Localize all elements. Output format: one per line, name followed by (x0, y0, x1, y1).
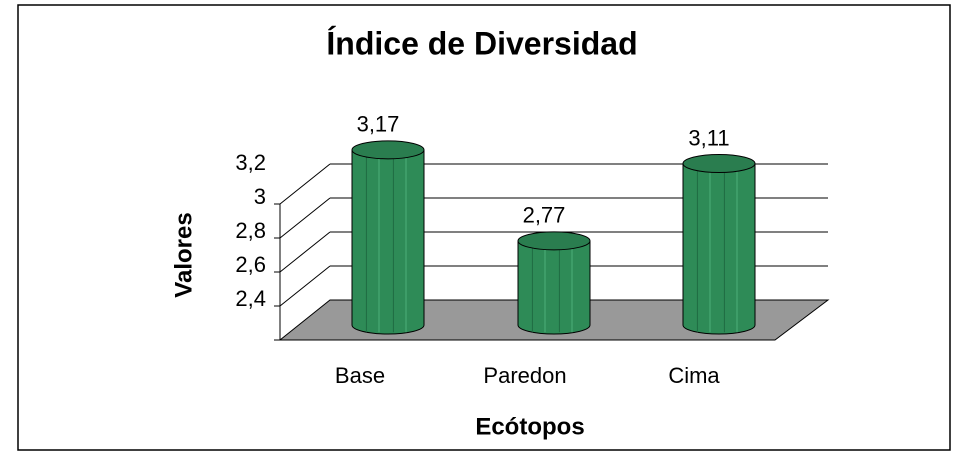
side-grid-line (279, 265, 331, 307)
bar (518, 240, 590, 325)
side-grid-line (279, 163, 331, 205)
bar-top (682, 153, 756, 173)
value-label: 2,77 (523, 203, 566, 228)
bar (683, 163, 755, 325)
x-tick-label: Paredon (483, 363, 566, 388)
chart-border (17, 4, 951, 451)
y-tick-label: 3,2 (235, 150, 266, 175)
y-tick-label: 3 (254, 184, 266, 209)
value-label: 3,11 (688, 125, 729, 150)
value-label: 3,17 (357, 112, 400, 137)
y-tick-label: 2,4 (235, 286, 266, 311)
side-grid-line (279, 231, 331, 273)
y-tick-label: 2,8 (235, 218, 266, 243)
x-axis-title: Ecótopos (475, 413, 584, 440)
bar-top (351, 140, 425, 160)
y-tick-label: 2,6 (235, 252, 266, 277)
side-grid-line (279, 197, 331, 239)
x-tick-label: Cima (668, 363, 720, 388)
bar-top (517, 231, 591, 251)
x-tick-label: Base (335, 363, 385, 388)
chart-title: Índice de Diversidad (326, 25, 637, 61)
bar (352, 149, 424, 325)
y-axis-title: Valores (170, 212, 197, 297)
